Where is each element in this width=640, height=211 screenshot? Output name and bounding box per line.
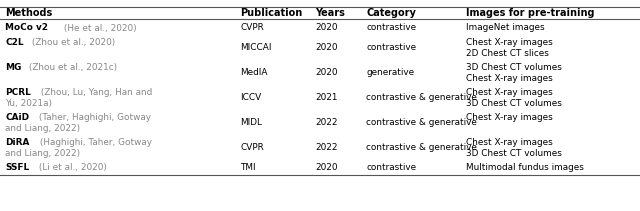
Text: 3D Chest CT volumes: 3D Chest CT volumes <box>466 63 562 72</box>
Text: contrastive & generative: contrastive & generative <box>366 118 477 127</box>
Text: Years: Years <box>315 8 345 19</box>
Text: 2022: 2022 <box>315 143 337 153</box>
Text: Chest X-ray images: Chest X-ray images <box>466 88 553 97</box>
Text: generative: generative <box>366 68 414 77</box>
Text: 2021: 2021 <box>315 93 337 102</box>
Text: contrastive & generative: contrastive & generative <box>366 93 477 102</box>
Text: MedIA: MedIA <box>240 68 268 77</box>
Text: Chest X-ray images: Chest X-ray images <box>466 74 553 83</box>
Text: 3D Chest CT volumes: 3D Chest CT volumes <box>466 99 562 108</box>
Text: 3D Chest CT volumes: 3D Chest CT volumes <box>466 149 562 158</box>
Text: MoCo v2: MoCo v2 <box>5 23 48 32</box>
Text: MG: MG <box>5 63 22 72</box>
Text: Methods: Methods <box>5 8 52 19</box>
Text: (Li et al., 2020): (Li et al., 2020) <box>36 163 107 172</box>
Text: 2020: 2020 <box>315 23 337 32</box>
Text: TMI: TMI <box>240 163 255 172</box>
Text: CAiD: CAiD <box>5 113 29 122</box>
Text: (Zhou et al., 2021c): (Zhou et al., 2021c) <box>26 63 117 72</box>
Text: Publication: Publication <box>240 8 302 19</box>
Text: Chest X-ray images: Chest X-ray images <box>466 113 553 122</box>
Text: 2D Chest CT slices: 2D Chest CT slices <box>466 49 548 58</box>
Text: MIDL: MIDL <box>240 118 262 127</box>
Text: CVPR: CVPR <box>240 143 264 153</box>
Text: 2022: 2022 <box>315 118 337 127</box>
Text: PCRL: PCRL <box>5 88 31 97</box>
Text: Yu, 2021a): Yu, 2021a) <box>5 99 52 108</box>
Text: contrastive: contrastive <box>366 43 416 52</box>
Text: C2L: C2L <box>5 38 24 47</box>
Text: (He et al., 2020): (He et al., 2020) <box>61 23 136 32</box>
Text: and Liang, 2022): and Liang, 2022) <box>5 149 80 158</box>
Text: contrastive & generative: contrastive & generative <box>366 143 477 153</box>
Text: DiRA: DiRA <box>5 138 29 147</box>
Text: 2020: 2020 <box>315 43 337 52</box>
Text: contrastive: contrastive <box>366 163 416 172</box>
Text: (Zhou et al., 2020): (Zhou et al., 2020) <box>29 38 115 47</box>
Text: 2020: 2020 <box>315 68 337 77</box>
Text: ImageNet images: ImageNet images <box>466 23 545 32</box>
Text: (Taher, Haghighi, Gotway: (Taher, Haghighi, Gotway <box>36 113 151 122</box>
Text: contrastive: contrastive <box>366 23 416 32</box>
Text: MICCAI: MICCAI <box>240 43 271 52</box>
Text: Multimodal fundus images: Multimodal fundus images <box>466 163 584 172</box>
Text: Category: Category <box>366 8 416 19</box>
Text: Chest X-ray images: Chest X-ray images <box>466 38 553 47</box>
Text: (Haghighi, Taher, Gotway: (Haghighi, Taher, Gotway <box>36 138 152 147</box>
Text: SSFL: SSFL <box>5 163 29 172</box>
Text: 2020: 2020 <box>315 163 337 172</box>
Text: ICCV: ICCV <box>240 93 261 102</box>
Text: CVPR: CVPR <box>240 23 264 32</box>
Text: and Liang, 2022): and Liang, 2022) <box>5 124 80 133</box>
Text: (Zhou, Lu, Yang, Han and: (Zhou, Lu, Yang, Han and <box>38 88 152 97</box>
Text: Chest X-ray images: Chest X-ray images <box>466 138 553 147</box>
Text: Images for pre-training: Images for pre-training <box>466 8 595 19</box>
